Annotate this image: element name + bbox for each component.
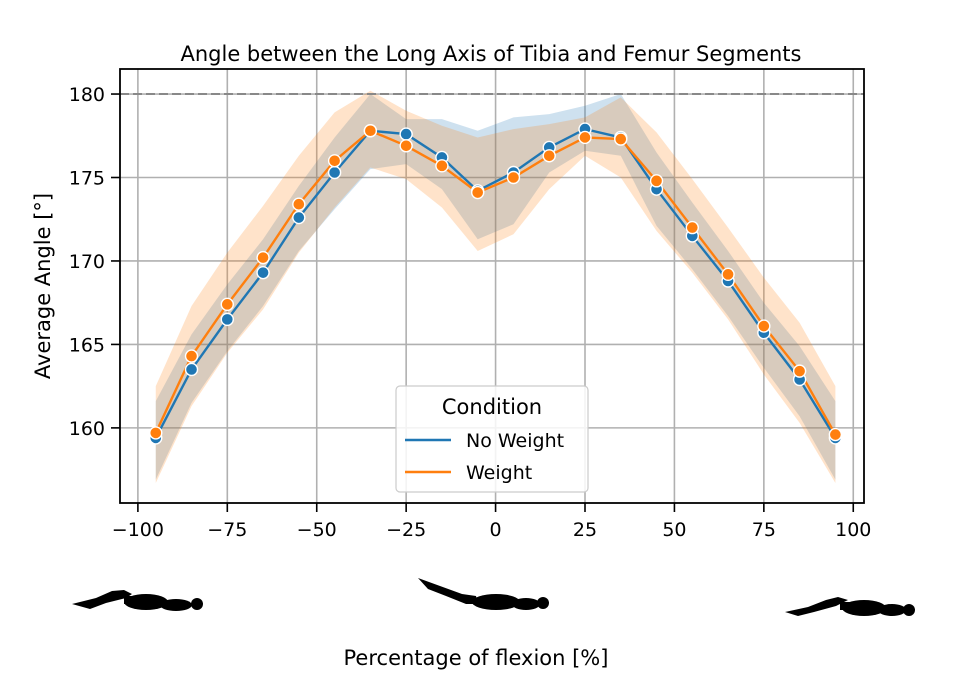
- point-weight: [292, 197, 306, 211]
- y-tick-label: 180: [69, 84, 105, 106]
- line-weight: [154, 129, 837, 436]
- x-tick-label: 0: [490, 519, 502, 541]
- flexion-neg100-figure-icon: [72, 590, 203, 611]
- chart-title: Angle between the Long Axis of Tibia and…: [181, 42, 802, 66]
- point-weight: [184, 349, 199, 363]
- point-weight: [828, 427, 843, 442]
- flexion-0-figure-icon: [418, 578, 549, 610]
- point-weight: [649, 174, 664, 188]
- y-tick-label: 170: [69, 251, 105, 273]
- legend-label-no-weight: No Weight: [466, 430, 564, 452]
- point-weight: [578, 130, 592, 145]
- point-weight: [614, 132, 628, 146]
- band-no-weight: [155, 94, 836, 480]
- x-tick-label: 75: [752, 519, 776, 541]
- point-no-weight: [256, 265, 270, 280]
- x-axis-label: Percentage of flexion [%]: [344, 646, 609, 670]
- y-tick-label: 160: [69, 418, 105, 440]
- point-weight: [256, 250, 270, 265]
- series-markers: [149, 122, 843, 445]
- point-weight: [506, 170, 521, 185]
- point-weight: [792, 364, 807, 378]
- point-no-weight: [220, 312, 235, 327]
- point-weight: [470, 185, 485, 200]
- y-tick-label: 175: [69, 168, 105, 190]
- x-axis-ticks: −100 −75 −50 −25 0 25 50 75 100: [112, 503, 871, 541]
- plot-frame: [119, 68, 865, 504]
- point-weight: [435, 159, 449, 173]
- x-tick-label: −100: [112, 519, 164, 541]
- point-weight: [149, 426, 163, 440]
- point-weight: [721, 267, 735, 282]
- point-no-weight: [184, 362, 199, 377]
- point-weight: [757, 319, 771, 333]
- point-no-weight: [292, 210, 306, 225]
- point-no-weight: [399, 127, 413, 141]
- x-tick-label: 25: [573, 519, 597, 541]
- point-weight: [327, 154, 342, 168]
- y-tick-label: 165: [69, 334, 105, 356]
- y-axis-ticks: 160 165 170 175 180: [69, 84, 120, 440]
- x-tick-label: 50: [662, 519, 686, 541]
- point-weight: [363, 124, 378, 138]
- point-weight: [220, 297, 235, 312]
- legend: Condition No Weight Weight: [395, 385, 589, 493]
- flexion-100-figure-icon: [785, 597, 915, 616]
- legend-label-weight: Weight: [466, 462, 532, 484]
- point-no-weight: [327, 165, 342, 180]
- legend-title: Condition: [442, 395, 542, 419]
- x-tick-label: −25: [386, 519, 426, 541]
- confidence-bands: [155, 90, 836, 483]
- point-weight: [542, 149, 556, 163]
- y-axis-label: Average Angle [°]: [31, 193, 55, 379]
- x-tick-label: 100: [835, 519, 871, 541]
- legend-box: [395, 385, 589, 493]
- point-weight: [399, 139, 413, 153]
- x-tick-label: −50: [297, 519, 337, 541]
- x-tick-label: −75: [207, 519, 247, 541]
- band-weight: [155, 90, 836, 483]
- point-weight: [685, 220, 700, 235]
